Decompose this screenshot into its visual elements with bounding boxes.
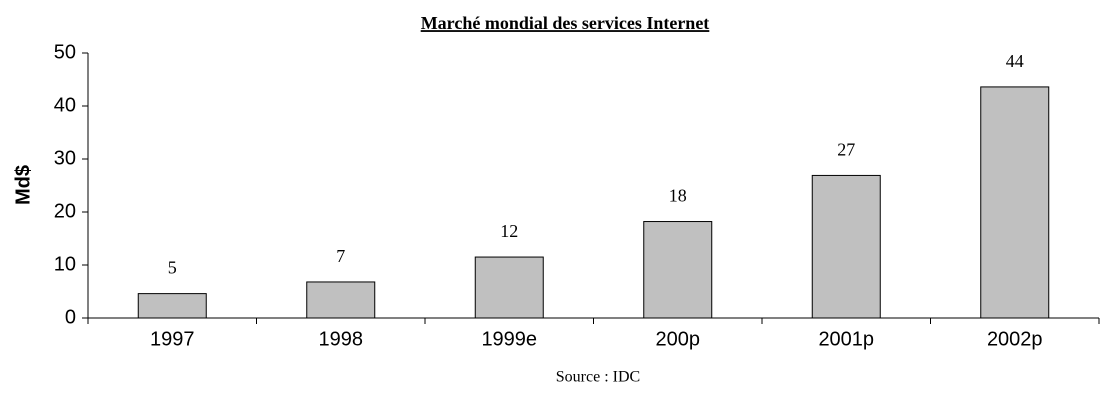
value-label: 44 bbox=[1006, 51, 1024, 71]
x-tick-label: 1999e bbox=[481, 328, 537, 350]
source-note: Source : IDC bbox=[556, 369, 640, 386]
y-tick-label: 40 bbox=[54, 94, 76, 116]
y-tick-label: 30 bbox=[54, 147, 76, 169]
y-tick-label: 20 bbox=[54, 200, 76, 222]
x-tick-label: 1998 bbox=[319, 328, 364, 350]
x-tick-label: 200p bbox=[656, 328, 701, 350]
bar bbox=[980, 86, 1050, 319]
x-tick-label: 2001p bbox=[818, 328, 874, 350]
bar bbox=[137, 293, 207, 319]
bar bbox=[643, 221, 713, 319]
value-label: 18 bbox=[669, 186, 687, 206]
bar bbox=[811, 174, 881, 319]
bar bbox=[306, 281, 376, 319]
value-label: 27 bbox=[837, 140, 855, 160]
x-tick-label: 2002p bbox=[987, 328, 1043, 350]
y-tick-label: 0 bbox=[65, 306, 76, 328]
value-label: 5 bbox=[168, 258, 177, 278]
y-tick-label: 10 bbox=[54, 253, 76, 275]
bar bbox=[474, 256, 544, 319]
y-tick-label: 50 bbox=[54, 41, 76, 63]
y-axis-label: Md$ bbox=[12, 165, 34, 205]
x-tick-label: 1997 bbox=[150, 328, 195, 350]
chart-title: Marché mondial des services Internet bbox=[421, 13, 710, 33]
value-label: 12 bbox=[500, 221, 518, 241]
value-label: 7 bbox=[336, 246, 345, 266]
